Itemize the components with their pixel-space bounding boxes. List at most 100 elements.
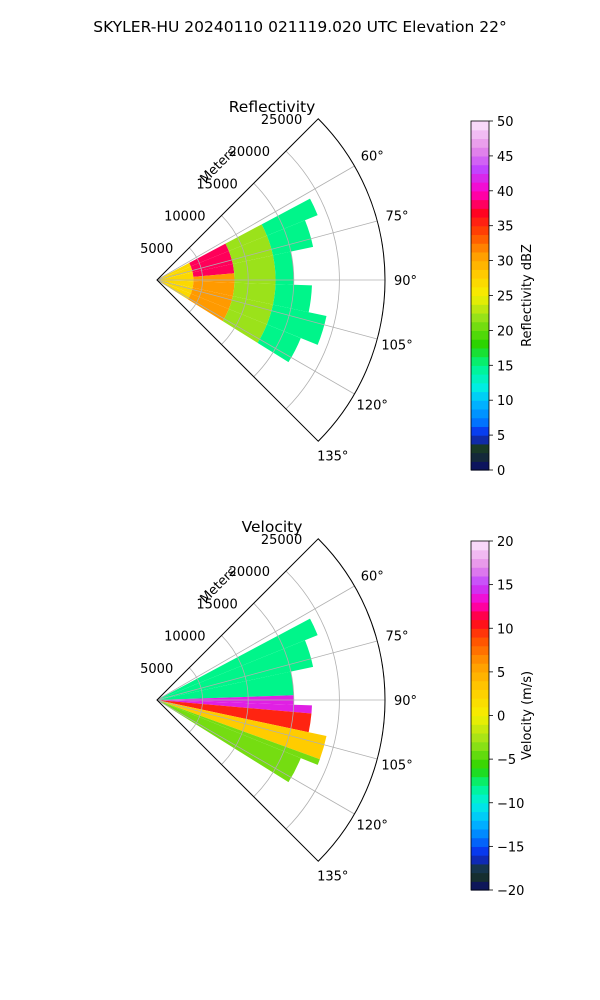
colorbar-segment	[471, 837, 489, 847]
colorbar-segment	[471, 671, 489, 682]
colorbar-segment	[471, 155, 489, 166]
colorbar-tick-label: 15	[497, 579, 514, 594]
colorbar-tick-label: 0	[497, 464, 505, 479]
colorbar-segment	[471, 706, 489, 717]
colorbar-segment	[471, 558, 489, 568]
colorbar-segment	[471, 811, 489, 821]
colorbar-segment	[471, 443, 489, 454]
colorbar-segment	[471, 802, 489, 813]
colorbar-segment	[471, 767, 489, 778]
colorbar-segment	[471, 435, 489, 445]
colorbar-segment	[471, 243, 489, 253]
colorbar-segment	[471, 260, 489, 270]
colorbar-segment	[471, 400, 489, 410]
colorbar-segment	[471, 452, 489, 462]
colorbar-segment	[471, 567, 489, 577]
colorbar-tick-label: −10	[497, 797, 524, 812]
colorbar-segment	[471, 689, 489, 699]
colorbar-segment	[471, 417, 489, 427]
colorbar-segment	[471, 863, 489, 874]
echo-cell	[232, 255, 276, 285]
azimuth-tick-label: 75°	[386, 210, 409, 225]
echo-cell	[157, 280, 193, 294]
colorbar-segment	[471, 356, 489, 366]
colorbar-segment	[471, 216, 489, 227]
azimuth-tick-label: 60°	[361, 150, 384, 165]
range-tick-label: 20000	[229, 145, 270, 160]
echo-cell	[157, 700, 312, 714]
colorbar-segment	[471, 121, 489, 131]
echo-cell	[232, 282, 276, 305]
azimuth-gridline	[156, 699, 378, 760]
azimuth-tick-label: 120°	[357, 398, 388, 413]
colorbar-segment	[471, 173, 489, 183]
colorbar-segment	[471, 698, 489, 708]
colorbar-segment	[471, 785, 489, 795]
azimuth-tick-label: 135°	[317, 870, 348, 885]
colorbar-tick-label: 40	[497, 185, 514, 200]
colorbar-segment	[471, 164, 489, 174]
echo-cell	[157, 700, 327, 760]
range-tick-label: 10000	[164, 630, 205, 645]
azimuth-tick-label: 60°	[361, 570, 384, 585]
colorbar-segment	[471, 549, 489, 560]
colorbar-segment	[471, 645, 489, 656]
colorbar-label: Velocity (m/s)	[520, 671, 535, 760]
colorbar-segment	[471, 575, 489, 586]
azimuth-gridline	[156, 699, 355, 815]
echo-cell	[157, 700, 320, 765]
echo-cell	[190, 250, 233, 273]
colorbar-segment	[471, 541, 489, 551]
echo-cell	[157, 618, 318, 700]
colorbar-tick-label: −15	[497, 840, 524, 855]
panel-title: Velocity	[242, 518, 303, 536]
velocity-panel: Velocity 5000 10000 15000 20000 25000 60° 75° 90…	[140, 518, 535, 899]
colorbar-segment	[471, 208, 489, 218]
colorbar-segment	[471, 251, 489, 262]
sector-frame	[156, 118, 386, 442]
azimuth-gridline	[156, 220, 378, 281]
range-tick-label: 10000	[164, 210, 205, 225]
colorbar-segment	[471, 846, 489, 856]
colorbar-segment	[471, 286, 489, 297]
colorbar-tick-label: −20	[497, 884, 524, 899]
colorbar-segment	[471, 741, 489, 751]
colorbar-segment	[471, 636, 489, 647]
colorbar-tick-label: 5	[497, 666, 505, 681]
azimuth-tick-label: 105°	[381, 758, 412, 773]
colorbar-segment	[471, 129, 489, 140]
echo-cell	[157, 280, 194, 288]
azimuth-gridline	[156, 279, 378, 340]
colorbar-segment	[471, 330, 489, 340]
azimuth-tick-label: 105°	[381, 338, 412, 353]
colorbar-tick-label: −5	[497, 753, 516, 768]
colorbar-segment	[471, 295, 489, 305]
colorbar-segment	[471, 750, 489, 760]
colorbar-segment	[471, 628, 489, 638]
colorbar-segment	[471, 365, 489, 375]
echo-cell	[257, 324, 301, 363]
colorbar-tick-label: 5	[497, 429, 505, 444]
colorbar-segment	[471, 820, 489, 830]
echo-cell	[266, 304, 327, 345]
range-tick-label: 15000	[196, 597, 237, 612]
azimuth-gridline	[156, 640, 378, 701]
colorbar-segment	[471, 199, 489, 209]
colorbar-segment	[471, 828, 489, 839]
colorbar-segment	[471, 374, 489, 384]
sector-frame	[156, 538, 386, 862]
colorbar-segment	[471, 147, 489, 157]
azimuth-gridline	[156, 585, 355, 701]
colorbar-tick-label: 20	[497, 535, 514, 550]
colorbar-segment	[471, 872, 489, 882]
reflectivity-panel: Reflectivity 5000 10000 15000 20000 25000 60° 7…	[140, 98, 535, 479]
colorbar-segment	[471, 881, 489, 891]
range-tick-label: 5000	[140, 242, 173, 257]
range-tick-label: 15000	[196, 177, 237, 192]
colorbar-segment	[471, 278, 489, 288]
azimuth-tick-label: 90°	[394, 694, 417, 709]
colorbar-tick-label: 25	[497, 290, 514, 305]
colorbar-segment	[471, 339, 489, 349]
echo-cell	[222, 309, 267, 343]
